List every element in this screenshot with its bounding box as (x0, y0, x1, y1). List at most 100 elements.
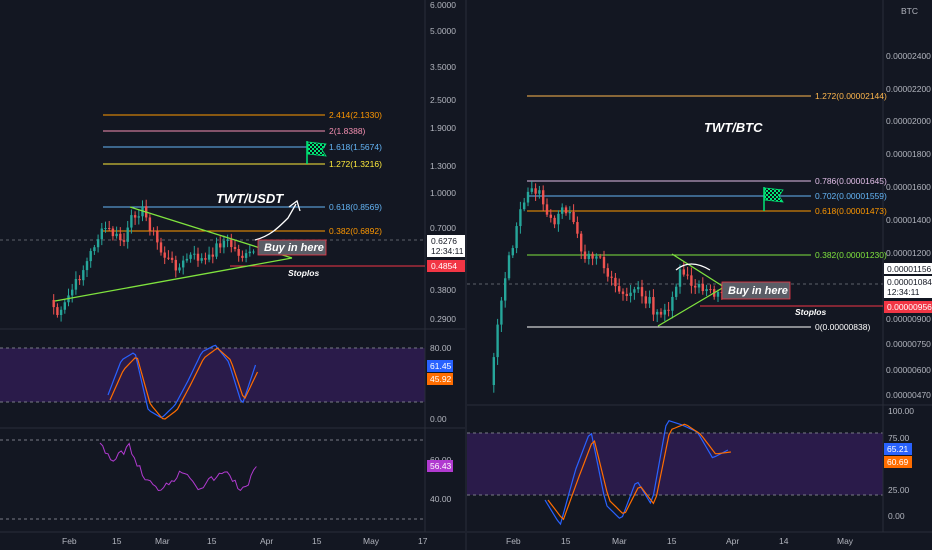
left-stoch-axis-label: 0.00 (430, 414, 447, 424)
candle-body (542, 190, 545, 205)
left-fib-label: 2(1.8388) (329, 126, 366, 136)
right-x-tick: May (837, 536, 854, 546)
right-y-tick: 0.00002200 (886, 84, 931, 94)
right-stoch-d-value: 60.69 (887, 457, 909, 467)
candle-body (671, 296, 674, 311)
left-rsi-line (99, 442, 257, 492)
right-buy-zone (721, 281, 791, 300)
right-x-tick: 15 (561, 536, 571, 546)
left-y-tick: 2.5000 (430, 95, 456, 105)
left-candles (52, 199, 255, 322)
left-y-tick: 1.3000 (430, 161, 456, 171)
candle-body (557, 213, 560, 225)
left-chart-panel: 2.414(2.1330) 2(1.8388) 1.618(1.5674) 1.… (0, 0, 465, 546)
right-fib-label: 0(0.00000838) (815, 322, 870, 332)
candle-body (115, 233, 118, 237)
right-chart-title: TWT/BTC (704, 120, 763, 135)
candle-body (515, 226, 518, 249)
candle-body (587, 253, 590, 259)
left-price-axis[interactable]: 6.0000 5.0000 3.5000 2.5000 1.9000 1.300… (427, 0, 465, 504)
candle-body (496, 324, 499, 358)
candle-body (159, 242, 163, 253)
right-price-axis[interactable]: BTC 0.00002400 0.00002200 0.00002000 0.0… (884, 6, 932, 521)
right-y-tick: 0.00002000 (886, 116, 931, 126)
left-time-axis[interactable]: Feb 15 Mar 15 Apr 15 May 17 (62, 536, 428, 546)
candle-body (633, 289, 636, 293)
candle-body (226, 239, 229, 241)
candle-body (230, 239, 233, 248)
checkered-flag-icon (763, 187, 784, 211)
candle-body (96, 239, 100, 248)
candle-body (511, 248, 514, 256)
candle-body (614, 277, 617, 287)
candle-body (610, 276, 613, 278)
candle-body (580, 233, 583, 252)
left-buy-zone (257, 239, 327, 256)
left-stoch-k-line (107, 344, 257, 418)
right-x-tick: Apr (726, 536, 739, 546)
candle-body (167, 257, 170, 259)
right-x-tick: Mar (612, 536, 627, 546)
left-fib-label: 1.618(1.5674) (329, 142, 382, 152)
candle-body (137, 216, 140, 218)
candle-body (215, 243, 218, 257)
left-rsi-tag (427, 460, 453, 472)
left-y-tick: 3.5000 (430, 62, 456, 72)
candle-body (492, 357, 495, 385)
right-fib-levels: 1.272(0.00002144) 0.786(0.00001645) 0.70… (527, 91, 887, 332)
candle-body (178, 267, 181, 271)
candle-body (576, 222, 579, 234)
candle-body (705, 289, 708, 292)
candle-body (71, 289, 74, 296)
right-stoch-d-line (547, 423, 731, 521)
candle-body (686, 274, 689, 276)
right-x-tick: Feb (506, 536, 521, 546)
left-y-tick: 1.9000 (430, 123, 456, 133)
candle-body (59, 309, 63, 316)
right-stoch-k-value: 65.21 (887, 444, 909, 454)
left-stop-tag (427, 260, 465, 272)
right-fib-label: 0.702(0.00001559) (815, 191, 887, 201)
left-chart-title: TWT/USDT (216, 191, 284, 206)
right-buy-label: Buy in here (728, 285, 788, 297)
right-last-price-tag (884, 263, 932, 274)
left-stoch-band (0, 348, 425, 402)
right-stoch-band (467, 433, 883, 495)
right-currency-label: BTC (901, 6, 918, 16)
candle-body (621, 291, 625, 294)
candle-body (545, 204, 549, 215)
candle-body (148, 217, 152, 231)
candle-body (248, 251, 251, 254)
left-projection-arrow (254, 203, 297, 241)
candle-body (252, 251, 255, 253)
left-fib-label: 0.618(0.8569) (329, 202, 382, 212)
right-fib-label: 0.382(0.00001230) (815, 250, 887, 260)
left-price-tag (427, 235, 465, 257)
right-price-tag (884, 276, 932, 298)
left-x-tick: 15 (207, 536, 217, 546)
left-stoch-d-value: 45.92 (430, 374, 452, 384)
arrow-head-icon (288, 199, 301, 212)
candle-body (126, 227, 129, 242)
right-x-tick: 14 (779, 536, 789, 546)
candle-body (504, 278, 507, 301)
candle-body (222, 240, 226, 248)
candle-body (640, 287, 644, 297)
right-time-axis[interactable]: Feb 15 Mar 15 Apr 14 May (506, 536, 854, 546)
left-x-tick: 15 (112, 536, 122, 546)
left-stop-tag-value: 0.4854 (431, 261, 457, 271)
candle-body (78, 278, 81, 281)
candle-body (561, 207, 564, 214)
candle-body (104, 227, 107, 229)
candle-body (709, 289, 712, 291)
right-stop-tag-value: 0.00000956 (887, 302, 932, 312)
candle-body (63, 302, 66, 310)
candle-body (119, 233, 122, 241)
right-trendline-upper (671, 253, 725, 288)
left-y-tick: 0.3800 (430, 285, 456, 295)
candle-body (122, 240, 126, 242)
left-stoch-k-value: 61.45 (430, 361, 452, 371)
right-y-tick: 0.00001800 (886, 149, 931, 159)
candle-body (648, 297, 651, 304)
candle-body (534, 188, 537, 194)
